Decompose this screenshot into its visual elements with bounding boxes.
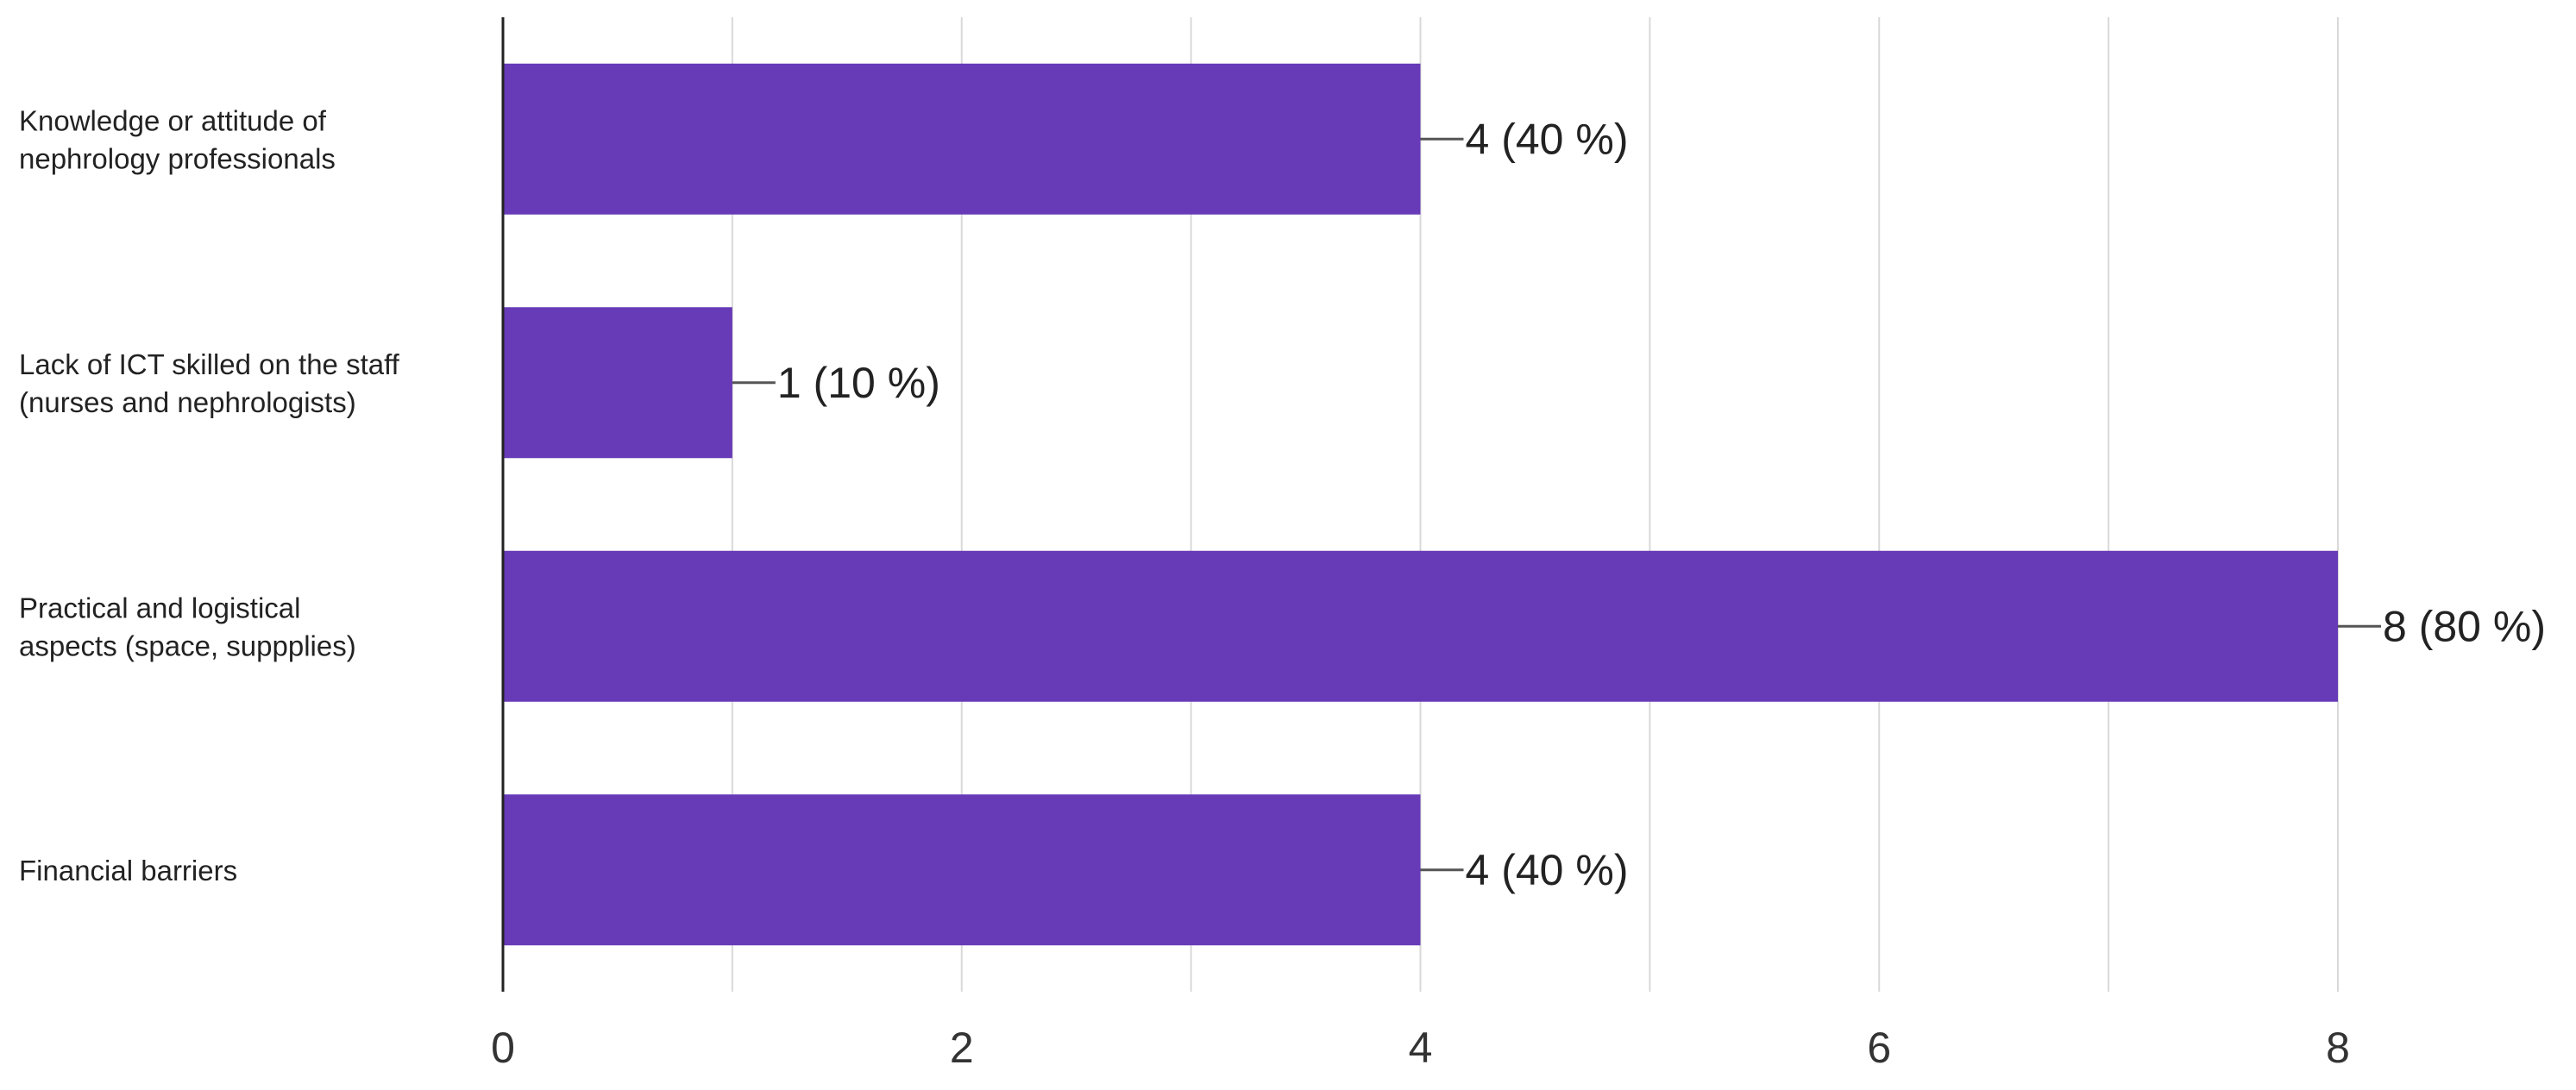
- bars: [503, 63, 2338, 946]
- bar: [503, 550, 2338, 702]
- data-label: 1 (10 %): [777, 359, 940, 407]
- category-label: Practical and logistical aspects (space, …: [19, 592, 356, 661]
- category-label: Lack of ICT skilled on the staff (nurses …: [19, 348, 400, 418]
- category-label-line: (nurses and nephrologists): [19, 386, 356, 418]
- category-label-line: aspects (space, suppplies): [19, 630, 356, 661]
- data-label: 4 (40 %): [1466, 846, 1629, 894]
- category-label-line: Lack of ICT skilled on the staff: [19, 348, 400, 380]
- data-label: 8 (80 %): [2383, 602, 2546, 650]
- category-label-line: Knowledge or attitude of: [19, 104, 327, 136]
- category-label-line: Practical and logistical: [19, 592, 301, 623]
- category-label: Knowledge or attitude of nephrology profe…: [19, 104, 336, 174]
- data-labels: 4 (40 %) 1 (10 %) 8 (80 %) 4 (40 %): [732, 115, 2546, 894]
- category-labels: Knowledge or attitude of nephrology profe…: [19, 104, 400, 886]
- bar: [503, 794, 1421, 946]
- bar: [503, 307, 732, 459]
- category-label-line: nephrology professionals: [19, 142, 336, 174]
- x-tick-label: 4: [1409, 1024, 1433, 1072]
- x-axis-ticks: 0 2 4 6 8: [491, 1024, 2350, 1072]
- x-tick-label: 8: [2326, 1024, 2350, 1072]
- bar: [503, 63, 1421, 215]
- x-tick-label: 0: [491, 1024, 515, 1072]
- x-tick-label: 6: [1867, 1024, 1891, 1072]
- category-label-line: Financial barriers: [19, 855, 237, 886]
- category-label: Financial barriers: [19, 855, 237, 886]
- x-tick-label: 2: [950, 1024, 974, 1072]
- data-label: 4 (40 %): [1466, 115, 1629, 163]
